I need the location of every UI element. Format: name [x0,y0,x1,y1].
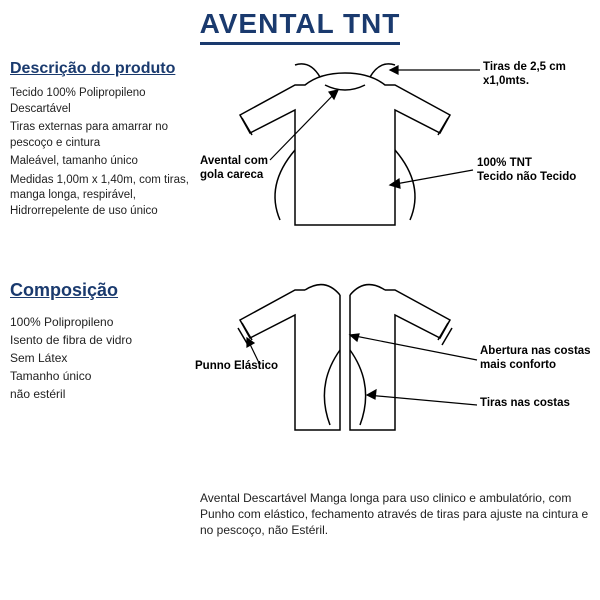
composition-list: 100% Polipropileno Isento de fibra de vi… [10,313,190,403]
desc-item: Tecido 100% Polipropileno Descartável [10,86,190,117]
footer-description: Avental Descartável Manga longa para uso… [200,490,590,539]
callout-gola: Avental comgola careca [200,155,268,183]
callout-tiras: Tiras de 2,5 cmx1,0mts. [483,61,566,89]
page-title: AVENTAL TNT [0,0,600,40]
composition-heading: Composição [10,280,190,301]
desc-item: Maleável, tamanho único [10,154,190,170]
callout-tnt: 100% TNTTecido não Tecido [477,157,576,185]
callout-tiras-costas: Tiras nas costas [480,397,570,411]
comp-item: não estéril [10,385,190,403]
description-list: Tecido 100% Polipropileno Descartável Ti… [10,86,190,219]
desc-item: Medidas 1,00m x 1,40m, com tiras, manga … [10,173,190,220]
description-heading: Descrição do produto [10,60,190,78]
title-underline [200,42,400,45]
callout-punho: Punno Elástico [195,360,278,374]
gown-diagram-svg [195,55,595,475]
callout-abertura: Abertura nas costasmais conforto [480,345,591,373]
comp-item: Isento de fibra de vidro [10,331,190,349]
composition-block: Composição 100% Polipropileno Isento de … [10,280,190,403]
diagram-area: Tiras de 2,5 cmx1,0mts. Avental comgola … [195,55,595,475]
desc-item: Tiras externas para amarrar no pescoço e… [10,120,190,151]
comp-item: 100% Polipropileno [10,313,190,331]
comp-item: Sem Látex [10,349,190,367]
description-block: Descrição do produto Tecido 100% Polipro… [10,60,190,222]
comp-item: Tamanho único [10,367,190,385]
